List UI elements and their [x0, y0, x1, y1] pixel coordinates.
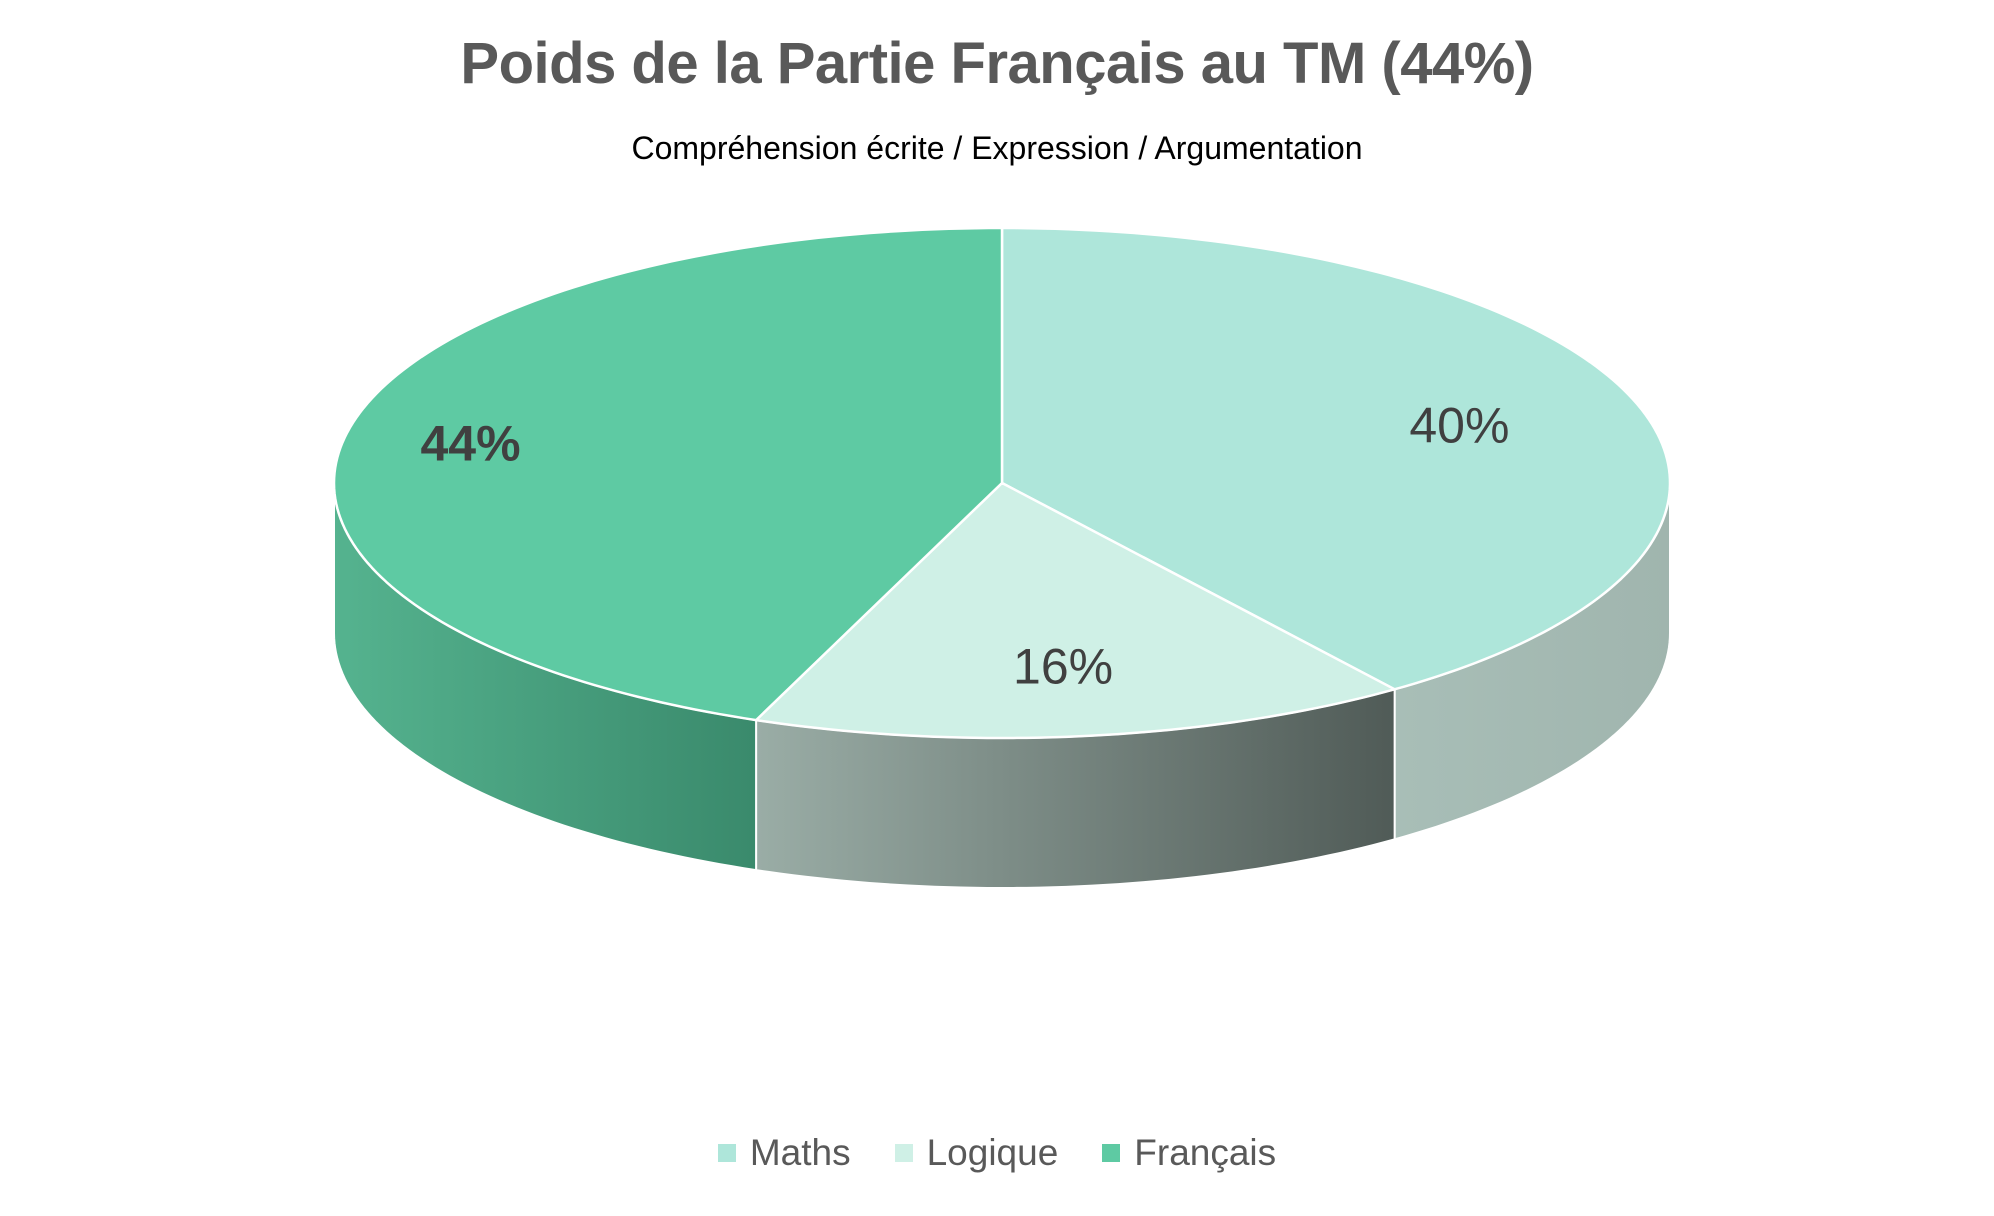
- pie-slice-logique: [754, 481, 1396, 740]
- legend-label-francais: Français: [1134, 1132, 1277, 1173]
- legend-swatch-maths: [717, 1144, 736, 1162]
- legend-item-francais: Français: [1102, 1132, 1276, 1174]
- legend: Maths Logique Français: [0, 1132, 1994, 1174]
- pie-slice-francais: [332, 226, 1004, 722]
- data-label-francais: 44%: [420, 415, 520, 471]
- pie-tops: [332, 226, 1672, 740]
- legend-swatch-logique: [894, 1144, 913, 1162]
- data-label-logique: 16%: [1013, 639, 1113, 695]
- legend-item-maths: Maths: [717, 1132, 851, 1174]
- chart-subtitle: Compréhension écrite / Expression / Argu…: [631, 130, 1363, 166]
- chart-title: Poids de la Partie Français au TM (44%): [460, 31, 1534, 96]
- legend-item-logique: Logique: [894, 1132, 1059, 1174]
- legend-label-logique: Logique: [926, 1132, 1059, 1173]
- pie-slice-maths: [1000, 226, 1672, 691]
- legend-label-maths: Maths: [749, 1132, 851, 1173]
- pie-labels: 40% 16% 44%: [420, 397, 1509, 694]
- legend-swatch-francais: [1102, 1144, 1121, 1162]
- data-label-maths: 40%: [1409, 397, 1509, 453]
